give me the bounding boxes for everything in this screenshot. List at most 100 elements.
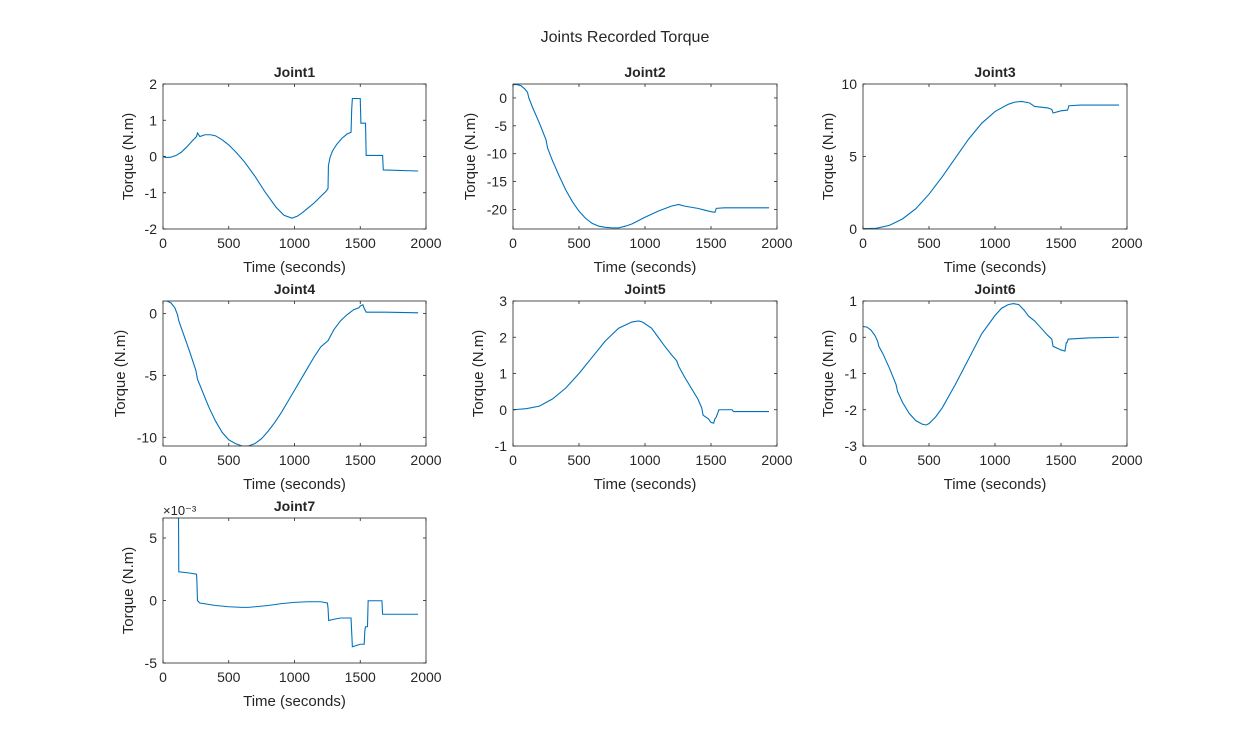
joint4-ytick-label: -5 [145,367,158,383]
joint3-xlabel: Time (seconds) [944,259,1047,276]
joint4-ytick-label: -10 [137,429,157,445]
joint7-ytick-label: 0 [149,593,157,609]
joint3-xtick-label: 2000 [1111,235,1142,251]
joint2-xtick-label: 500 [567,235,591,251]
joint5-ytick-label: 0 [499,402,507,418]
joint5-ytick-label: -1 [495,438,508,454]
joint4-series-line [163,301,419,446]
joint4-ylabel: Torque (N.m) [112,330,129,418]
joint3-ytick-label: 0 [849,221,857,237]
joint4-xlabel: Time (seconds) [243,476,346,493]
joint6-ytick-label: -2 [845,402,858,418]
joint2-xtick-label: 0 [509,235,517,251]
joint3-xtick-label: 1500 [1045,235,1076,251]
subplot-joint1: 0 500 1000 1500 2000 -2 -1 0 1 2 Joint1 Time (secon… [120,64,442,276]
joint6-xtick-label: 0 [859,452,867,468]
joint5-xtick-label: 1500 [695,452,726,468]
joint6-ylabel: Torque (N.m) [820,330,837,418]
subplot-joint6: 0 500 1000 1500 2000 -3 -2 -1 0 1 Joint6 Time (seco… [820,281,1143,493]
joint2-title: Joint2 [624,64,665,80]
joint2-ylabel: Torque (N.m) [462,113,479,201]
joint6-xtick-label: 1000 [979,452,1010,468]
joint6-ytick-label: -3 [845,438,858,454]
subplot-joint2: 0 500 1000 1500 2000 -20 -15 -10 -5 0 Joint2 Time (… [462,64,793,276]
joint4-xtick-label: 0 [159,452,167,468]
joint2-xtick-label: 2000 [761,235,792,251]
joint3-ytick-label: 5 [849,149,857,165]
joint3-title: Joint3 [974,64,1015,80]
joint1-ytick-label: 2 [149,76,157,92]
joint1-ytick-label: 1 [149,112,157,128]
joint7-xlabel: Time (seconds) [243,693,346,710]
joint3-ytick-label: 10 [841,76,857,92]
joint5-title: Joint5 [624,281,665,297]
joint1-xtick-label: 0 [159,235,167,251]
joint5-xlabel: Time (seconds) [594,476,697,493]
joint5-xtick-label: 1000 [629,452,660,468]
joint7-xtick-label: 1500 [345,669,376,685]
joint4-title: Joint4 [274,281,315,297]
joint3-xtick-label: 500 [917,235,941,251]
joint1-xtick-label: 2000 [410,235,441,251]
joint7-title: Joint7 [274,498,315,514]
joint1-xtick-label: 500 [217,235,241,251]
joint1-xtick-label: 1000 [279,235,310,251]
joint6-ytick-label: 0 [849,329,857,345]
joint7-xtick-label: 0 [159,669,167,685]
joint5-xtick-label: 500 [567,452,591,468]
joint1-ytick-label: -2 [145,221,158,237]
joint1-ytick-label: 0 [149,149,157,165]
subplot-joint3: 0 500 1000 1500 2000 0 5 10 Joint3 Time (seconds)… [820,64,1143,276]
joint2-ytick-label: 0 [499,90,507,106]
joint6-xtick-label: 2000 [1111,452,1142,468]
joint7-ylabel: Torque (N.m) [120,547,137,635]
joint4-xtick-label: 1000 [279,452,310,468]
joint6-xtick-label: 1500 [1045,452,1076,468]
joint1-title: Joint1 [274,64,315,80]
joint5-ytick-label: 3 [499,293,507,309]
joint6-xtick-label: 500 [917,452,941,468]
joint6-ytick-label: -1 [845,366,858,382]
joint5-series-line [513,320,770,424]
joint7-xtick-label: 1000 [279,669,310,685]
joint7-exponent-label: ×10⁻³ [163,503,197,518]
joint7-ytick-label: 5 [149,530,157,546]
joint4-ytick-label: 0 [149,305,157,321]
joint1-xtick-label: 1500 [345,235,376,251]
joint3-xtick-label: 0 [859,235,867,251]
joint2-ytick-label: -5 [495,118,508,134]
joint1-ylabel: Torque (N.m) [120,113,137,201]
joint4-xtick-label: 500 [217,452,241,468]
joint7-series-line [176,518,419,648]
joint2-series-line [513,84,770,229]
joint5-ylabel: Torque (N.m) [470,330,487,418]
joint4-xtick-label: 1500 [345,452,376,468]
joint7-xtick-label: 2000 [410,669,441,685]
joint3-ylabel: Torque (N.m) [820,113,837,201]
joint6-series-line [863,302,1120,426]
joint5-ytick-label: 1 [499,366,507,382]
joint2-xtick-label: 1000 [629,235,660,251]
joint5-ytick-label: 2 [499,329,507,345]
joint2-ytick-label: -10 [487,146,507,162]
joint1-series-line [163,97,419,219]
subplot-joint4: 0 500 1000 1500 2000 -10 -5 0 Joint4 Time (second… [112,281,442,493]
joint2-xtick-label: 1500 [695,235,726,251]
joint5-xtick-label: 0 [509,452,517,468]
joint6-ytick-label: 1 [849,293,857,309]
joint5-xtick-label: 2000 [761,452,792,468]
joint1-ytick-label: -1 [145,185,158,201]
joint3-series-line [863,100,1120,229]
joint3-xtick-label: 1000 [979,235,1010,251]
joint7-xtick-label: 500 [217,669,241,685]
joint4-xtick-label: 2000 [410,452,441,468]
joint2-ytick-label: -15 [487,174,507,190]
figure-title: Joints Recorded Torque [541,29,710,46]
joint2-xlabel: Time (seconds) [594,259,697,276]
joint7-ytick-label: -5 [145,655,158,671]
